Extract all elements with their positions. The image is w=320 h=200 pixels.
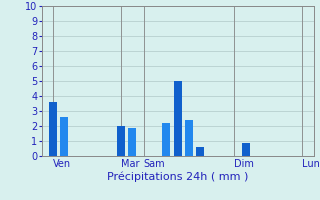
- Bar: [242, 142, 250, 156]
- Bar: [162, 123, 170, 156]
- Bar: [185, 120, 193, 156]
- Bar: [196, 147, 204, 156]
- Bar: [117, 126, 125, 156]
- Bar: [60, 117, 68, 156]
- X-axis label: Précipitations 24h ( mm ): Précipitations 24h ( mm ): [107, 172, 248, 182]
- Bar: [128, 128, 136, 156]
- Bar: [49, 102, 57, 156]
- Bar: [174, 81, 181, 156]
